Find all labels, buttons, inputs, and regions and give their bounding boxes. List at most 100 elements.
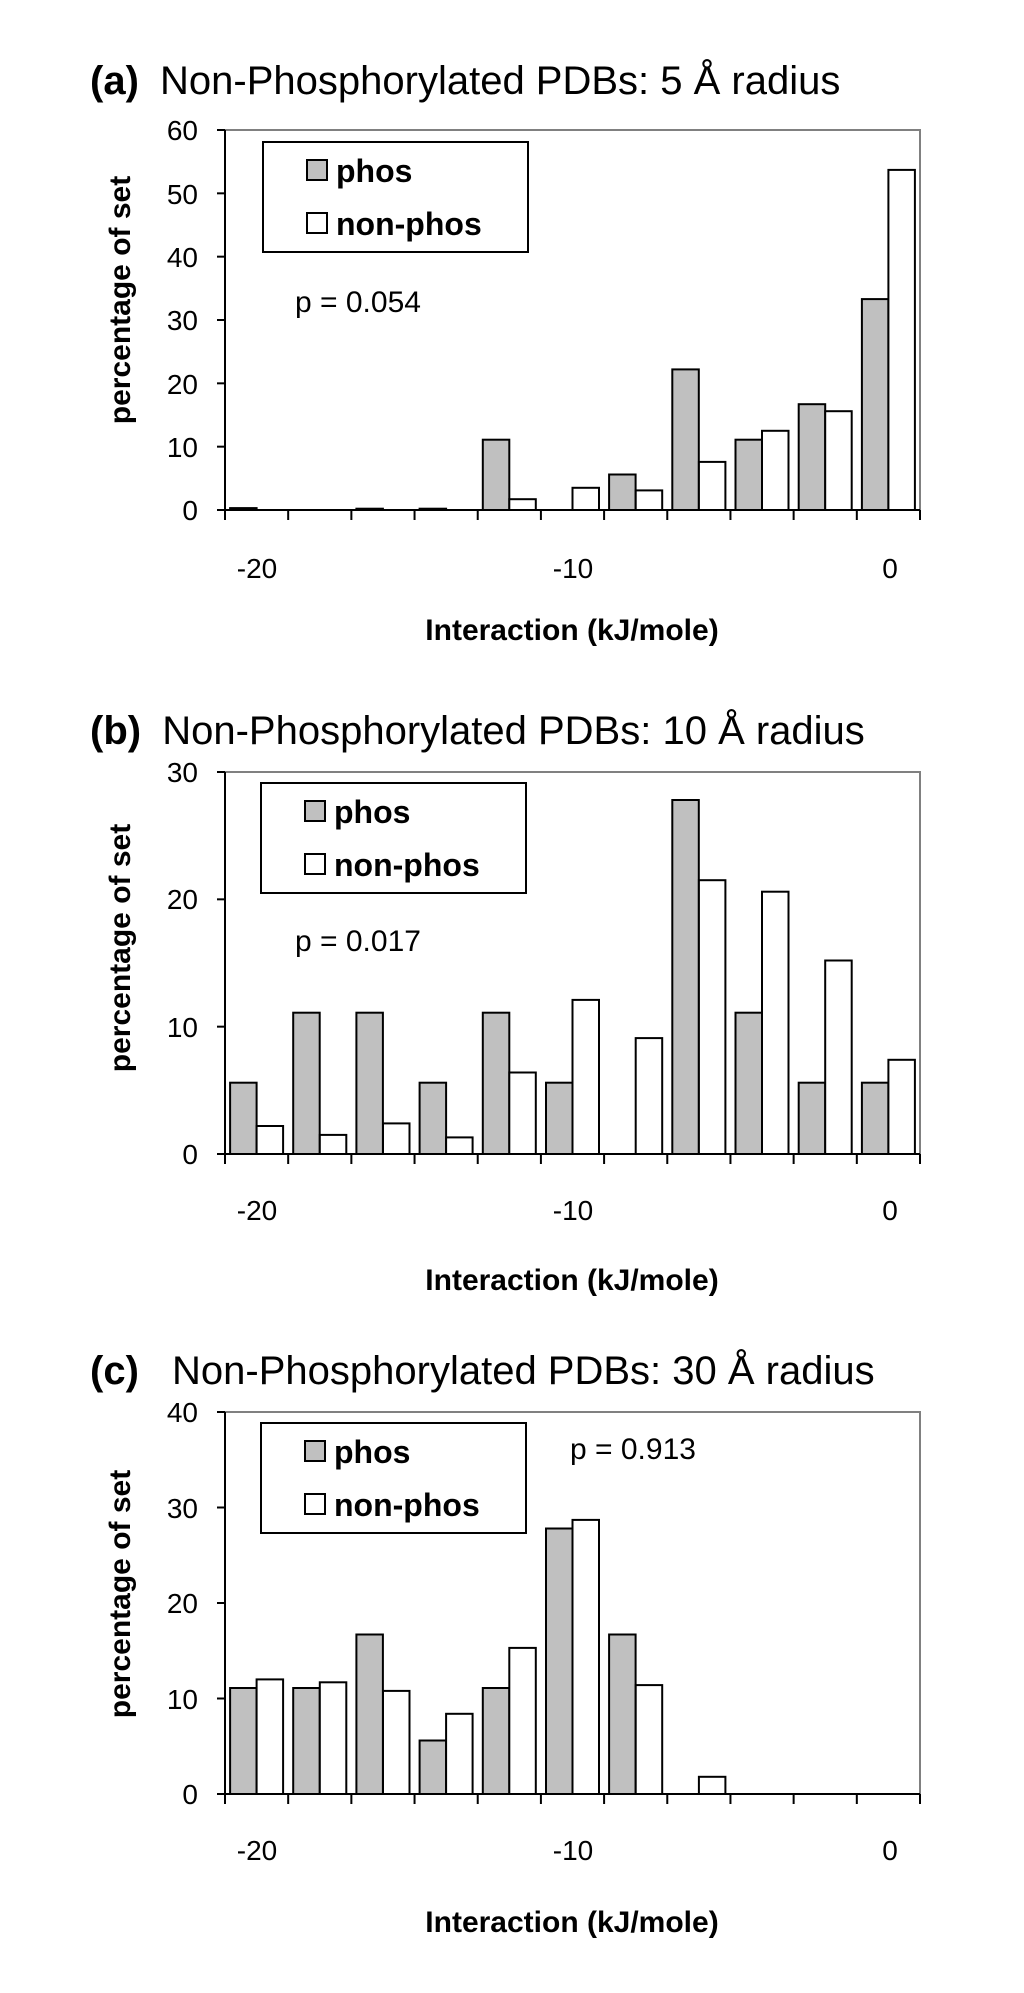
bar-non-phos-a [508,498,537,512]
panel-c: (c) Non-Phosphorylated PDBs: 30 Å radius… [90,1348,921,1939]
panel-b: (b) Non-Phosphorylated PDBs: 10 Å radius… [90,708,921,1297]
x-tick-label: 0 [882,1195,898,1226]
bar-phos-a [671,368,700,511]
bar-phos-a [734,438,763,512]
legend-swatch-phos [306,159,328,181]
x-tick-label: -20 [237,1835,277,1866]
y-tick-label: 30 [167,1493,198,1524]
p-value-annotation-c: p = 0.913 [570,1433,696,1466]
x-tick-label: -20 [237,553,277,584]
legend-label-non-phos: non-phos [336,206,482,242]
bar-phos-b [545,1081,574,1155]
y-tick-label: 40 [167,242,198,273]
x-tick-label: -10 [553,553,593,584]
y-tick-label: 10 [167,1012,198,1043]
p-value-annotation-b: p = 0.017 [295,925,421,958]
x-tick-label: 0 [882,1835,898,1866]
bar-non-phos-b [634,1037,664,1155]
legend-swatch-phos [304,800,326,822]
legend-label-phos: phos [336,153,412,189]
y-tick-label: 10 [167,432,198,463]
bars-a [217,129,921,520]
bar-non-phos-c [634,1684,664,1795]
y-tick-label: 20 [167,884,198,915]
y-tick-label: 40 [167,1397,198,1428]
bar-non-phos-a [634,489,664,511]
bar-non-phos-c [382,1689,411,1796]
svg-text:(a) Non-Phosphorylated P: (a) Non-Phosphorylated PDBs: 5 Å radius [90,58,840,103]
x-tick-labels-c: -20 -10 0 [237,1835,898,1866]
bar-non-phos-a [887,168,916,511]
legend-swatch-non-phos [306,212,328,234]
bar-phos-b [418,1081,448,1155]
y-tick-label: 20 [167,1588,198,1619]
legend-label-non-phos: non-phos [334,847,480,883]
chart-title-b: Non-Phosphorylated PDBs: 10 Å radius [162,708,865,753]
y-tick-label: 30 [167,305,198,336]
bar-phos-b [355,1011,384,1156]
panel-label-a: (a) [90,59,139,103]
bar-phos-b [860,1081,890,1155]
legend-a: phos non-phos [262,141,529,253]
bar-non-phos-c [318,1681,348,1796]
x-axis-label-b: Interaction (kJ/mole) [425,1264,718,1297]
bars-c [217,1411,921,1804]
svg-text:(b) Non-Phosphorylated P: (b) Non-Phosphorylated PDBs: 10 Å radius [90,708,865,753]
bar-phos-b [481,1011,511,1156]
legend-c: phos non-phos [260,1422,527,1534]
bar-non-phos-c [508,1646,537,1796]
bar-phos-c [292,1687,321,1795]
x-axis-label-a: Interaction (kJ/mole) [425,614,718,647]
bar-phos-c [355,1633,384,1795]
x-tick-label: -10 [553,1835,593,1866]
bar-phos-a [797,403,827,512]
svg-text:(c) Non-Phosphorylated P: (c) Non-Phosphorylated PDBs: 30 Å radius [90,1348,875,1393]
bar-phos-c [608,1633,637,1795]
chart-title-c: Non-Phosphorylated PDBs: 30 Å radius [172,1348,875,1393]
bar-phos-c [545,1527,574,1795]
y-tick-labels-c: 0 10 20 30 40 [167,1397,198,1810]
bar-non-phos-b [255,1125,285,1155]
bar-non-phos-b [697,879,727,1155]
bar-non-phos-c [255,1678,285,1796]
bar-non-phos-c [571,1518,600,1796]
bar-non-phos-b [887,1058,916,1156]
y-tick-label: 30 [167,757,198,788]
legend-swatch-phos [304,1440,326,1462]
bars-b [217,771,921,1164]
bar-phos-b [734,1011,763,1156]
legend-label-phos: phos [334,1434,410,1470]
legend-b: phos non-phos [260,782,527,894]
bar-phos-c [481,1687,511,1795]
bar-non-phos-c [445,1712,474,1796]
bar-non-phos-b [318,1133,348,1156]
bar-non-phos-b [761,890,790,1155]
bar-phos-b [292,1011,321,1156]
panel-label-b: (b) [90,709,141,753]
y-tick-label: 60 [167,115,198,146]
bar-phos-b [671,799,700,1155]
chart-title-a: Non-Phosphorylated PDBs: 5 Å radius [160,58,840,103]
bar-non-phos-b [508,1071,537,1155]
y-tick-label: 10 [167,1684,198,1715]
y-axis-label-c: percentage of set [104,1470,137,1718]
bar-non-phos-b [571,998,600,1156]
bar-phos-a [860,298,890,511]
y-tick-label: 20 [167,369,198,400]
bar-non-phos-a [824,410,853,512]
y-tick-labels-a: 0 10 20 30 40 50 60 [167,115,198,526]
bar-non-phos-b [445,1136,474,1156]
y-tick-labels-b: 0 10 20 30 [167,757,198,1170]
bar-non-phos-c [697,1775,727,1796]
legend-swatch-non-phos [304,1493,326,1515]
x-tick-label: -10 [553,1195,593,1226]
bar-phos-b [797,1081,827,1155]
y-tick-label: 0 [182,495,198,526]
x-tick-label: 0 [882,553,898,584]
chart-marks [217,129,921,1804]
bar-phos-a [608,473,637,511]
y-axis-label-a: percentage of set [104,176,137,424]
panel-a: (a) Non-Phosphorylated PDBs: 5 Å radius … [90,58,921,647]
bar-non-phos-a [697,460,727,511]
